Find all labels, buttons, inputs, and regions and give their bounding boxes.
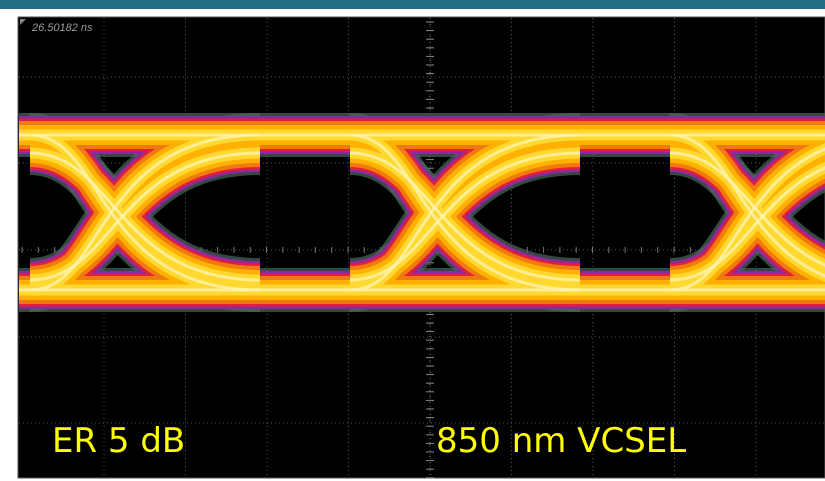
- page: 26.50182 ns ER 5 dB 850 nm VCSEL (() => …: [0, 0, 825, 481]
- top-bar: [0, 0, 825, 9]
- source-label: 850 nm VCSEL: [436, 421, 686, 461]
- scope-screen: 26.50182 ns ER 5 dB 850 nm VCSEL: [0, 0, 825, 481]
- extinction-ratio: ER 5 dB: [52, 421, 185, 461]
- time-label: 26.50182 ns: [31, 22, 93, 34]
